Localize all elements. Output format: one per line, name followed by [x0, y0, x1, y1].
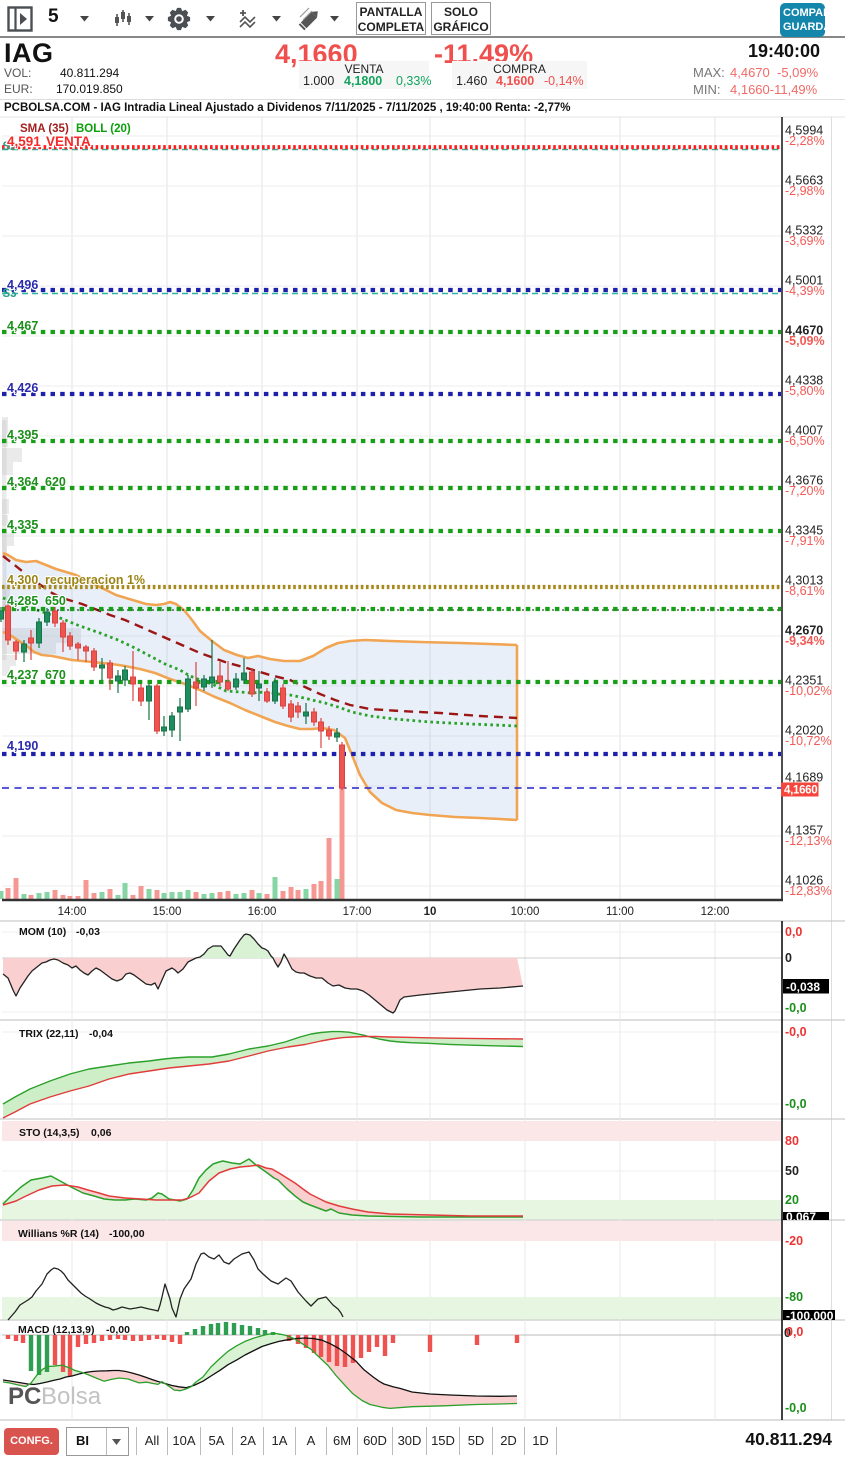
svg-text:S3: S3: [3, 288, 17, 300]
svg-text:4,190: 4,190: [7, 739, 38, 753]
svg-text:SMA (35): SMA (35): [20, 123, 69, 135]
svg-text:14:00: 14:00: [58, 906, 87, 918]
svg-text:-10,72%: -10,72%: [785, 734, 832, 748]
svg-text:-0,0: -0,0: [785, 1097, 807, 1111]
svg-text:620: 620: [45, 475, 66, 489]
svg-text:-10,02%: -10,02%: [785, 684, 832, 698]
svg-text:4,2351: 4,2351: [785, 674, 823, 688]
svg-text:4,300: 4,300: [7, 573, 38, 587]
svg-text:-5,80%: -5,80%: [785, 384, 825, 398]
svg-text:-7,91%: -7,91%: [785, 534, 825, 548]
svg-text:-0,04: -0,04: [89, 1028, 113, 1040]
svg-text:0,067: 0,067: [786, 1210, 816, 1224]
svg-text:4,3676: 4,3676: [785, 474, 823, 488]
svg-text:4,1660: 4,1660: [784, 785, 817, 797]
svg-text:4,3013: 4,3013: [785, 574, 823, 588]
svg-text:-100,00: -100,00: [109, 1228, 145, 1240]
svg-text:4,285: 4,285: [7, 594, 38, 608]
svg-text:12:00: 12:00: [701, 906, 730, 918]
svg-text:Willians %R (14): Willians %R (14): [18, 1228, 99, 1240]
svg-text:4,1026: 4,1026: [785, 874, 823, 888]
svg-text:-6,50%: -6,50%: [785, 434, 825, 448]
svg-text:-7,20%: -7,20%: [785, 484, 825, 498]
svg-text:0: 0: [785, 951, 792, 965]
svg-text:-80: -80: [785, 1290, 803, 1304]
svg-text:-12,83%: -12,83%: [785, 884, 832, 898]
svg-text:0,06: 0,06: [91, 1127, 112, 1139]
svg-text:-12,13%: -12,13%: [785, 834, 832, 848]
svg-text:-0,038: -0,038: [786, 980, 820, 994]
svg-text:-2,98%: -2,98%: [785, 184, 825, 198]
svg-text:4,237: 4,237: [7, 668, 38, 682]
svg-text:PC: PC: [8, 1383, 41, 1410]
svg-text:0,0: 0,0: [785, 925, 802, 939]
svg-text:670: 670: [45, 668, 66, 682]
svg-text:4,4338: 4,4338: [785, 374, 823, 388]
svg-text:4,2670: 4,2670: [785, 624, 823, 638]
svg-text:-9,34%: -9,34%: [785, 634, 825, 648]
svg-text:20: 20: [785, 1193, 799, 1207]
svg-text:4,5663: 4,5663: [785, 174, 823, 188]
svg-text:STO (14,3,5): STO (14,3,5): [19, 1127, 80, 1139]
svg-text:TRIX (22,11): TRIX (22,11): [19, 1028, 79, 1040]
svg-text:S2: S2: [3, 141, 17, 153]
svg-text:10:00: 10:00: [511, 906, 540, 918]
svg-text:11:00: 11:00: [606, 906, 634, 918]
svg-text:4,5001: 4,5001: [785, 274, 823, 288]
svg-text:MACD (12,13,9): MACD (12,13,9): [18, 1324, 94, 1336]
svg-text:50: 50: [785, 1164, 799, 1178]
svg-text:-3,69%: -3,69%: [785, 234, 825, 248]
svg-text:17:00: 17:00: [343, 906, 372, 918]
svg-text:-2,28%: -2,28%: [785, 134, 825, 148]
svg-text:0: 0: [784, 1326, 791, 1340]
svg-text:-0,0: -0,0: [785, 1001, 807, 1015]
svg-text:10: 10: [424, 906, 437, 918]
svg-text:-8,61%: -8,61%: [785, 584, 825, 598]
svg-text:VENTA: VENTA: [46, 134, 91, 149]
svg-text:4,2020: 4,2020: [785, 724, 823, 738]
svg-text:4,426: 4,426: [7, 381, 38, 395]
svg-text:16:00: 16:00: [248, 906, 277, 918]
svg-text:-0,0: -0,0: [785, 1025, 807, 1039]
svg-text:-0,00: -0,00: [106, 1324, 130, 1336]
svg-text:-4,39%: -4,39%: [785, 284, 825, 298]
svg-text:4,467: 4,467: [7, 319, 38, 333]
svg-text:4,335: 4,335: [7, 518, 38, 532]
svg-text:0,0: 0,0: [786, 1325, 803, 1339]
svg-text:4,5332: 4,5332: [785, 224, 823, 238]
svg-text:-100,000: -100,000: [786, 1309, 834, 1323]
svg-text:4,1357: 4,1357: [785, 824, 823, 838]
svg-text:4,364: 4,364: [7, 475, 38, 489]
svg-text:4,1689: 4,1689: [785, 771, 823, 785]
svg-text:15:00: 15:00: [153, 906, 182, 918]
svg-text:4,496: 4,496: [7, 278, 38, 292]
svg-text:4,395: 4,395: [7, 428, 38, 442]
svg-text:-0,0: -0,0: [785, 1401, 807, 1415]
svg-text:recuperacion 1%: recuperacion 1%: [45, 573, 145, 587]
svg-text:4,591: 4,591: [7, 134, 41, 149]
svg-text:Bolsa: Bolsa: [41, 1383, 102, 1410]
svg-text:BOLL (20): BOLL (20): [76, 123, 131, 135]
svg-text:80: 80: [785, 1134, 799, 1148]
svg-text:4,5994: 4,5994: [785, 124, 823, 138]
svg-text:MOM (10): MOM (10): [19, 926, 66, 938]
svg-text:-0,03: -0,03: [76, 926, 100, 938]
svg-text:-20: -20: [785, 1234, 803, 1248]
svg-text:4,4670: 4,4670: [785, 324, 823, 338]
svg-text:4,3345: 4,3345: [785, 524, 823, 538]
svg-text:-5,09%: -5,09%: [785, 334, 825, 348]
svg-text:650: 650: [45, 594, 66, 608]
svg-text:4,4007: 4,4007: [785, 424, 823, 438]
